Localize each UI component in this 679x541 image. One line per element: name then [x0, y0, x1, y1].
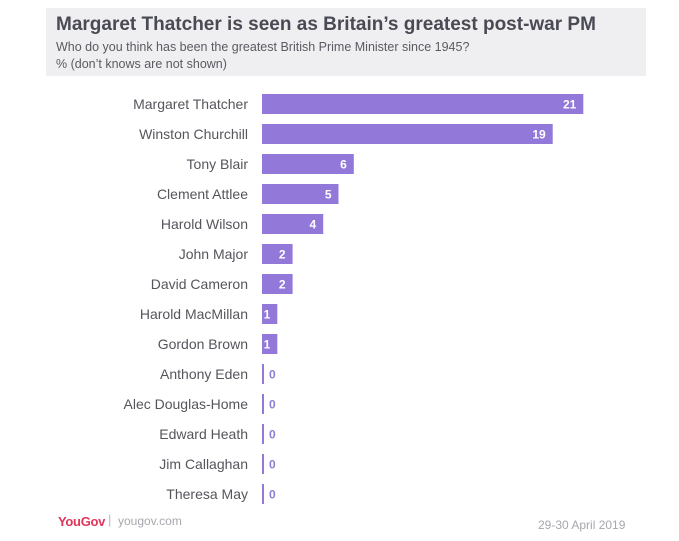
- value-label: 21: [563, 98, 577, 112]
- category-label: Harold Wilson: [161, 216, 248, 232]
- survey-date: 29-30 April 2019: [538, 518, 626, 532]
- value-label: 2: [279, 278, 286, 292]
- category-label: Harold MacMillan: [140, 306, 248, 322]
- value-label: 0: [269, 368, 276, 382]
- bar: [262, 484, 264, 504]
- category-label: David Cameron: [151, 276, 248, 292]
- chart-note: % (don’t knows are not shown): [56, 57, 227, 71]
- bar: [262, 214, 324, 234]
- category-label: Jim Callaghan: [159, 456, 248, 472]
- category-label: John Major: [179, 246, 249, 262]
- bar: [262, 454, 264, 474]
- bar: [262, 244, 293, 264]
- footer-separator: |: [108, 512, 112, 527]
- bar: [262, 424, 264, 444]
- value-label: 5: [325, 188, 332, 202]
- value-label: 0: [269, 398, 276, 412]
- bar: [262, 394, 264, 414]
- category-label: Tony Blair: [187, 156, 249, 172]
- chart-header: Margaret Thatcher is seen as Britain’s g…: [46, 8, 646, 76]
- value-label: 0: [269, 458, 276, 472]
- bar: [262, 334, 278, 354]
- chart-title: Margaret Thatcher is seen as Britain’s g…: [56, 14, 596, 35]
- bar: [262, 184, 339, 204]
- category-label: Alec Douglas-Home: [124, 396, 249, 412]
- chart-subtitle: Who do you think has been the greatest B…: [56, 40, 470, 54]
- bar: [262, 124, 553, 144]
- category-label: Anthony Eden: [160, 366, 248, 382]
- category-label: Gordon Brown: [158, 336, 248, 352]
- category-label: Edward Heath: [159, 426, 248, 442]
- bar: [262, 94, 584, 114]
- category-label: Theresa May: [166, 486, 248, 502]
- value-label: 0: [269, 428, 276, 442]
- bar: [262, 274, 293, 294]
- bar: [262, 364, 264, 384]
- value-label: 0: [269, 488, 276, 502]
- value-label: 1: [264, 308, 271, 322]
- bar: [262, 154, 354, 174]
- value-label: 19: [532, 128, 546, 142]
- category-label: Clement Attlee: [157, 186, 248, 202]
- value-label: 4: [310, 218, 317, 232]
- footer-url: yougov.com: [118, 514, 182, 528]
- category-label: Winston Churchill: [139, 126, 248, 142]
- category-label: Margaret Thatcher: [133, 96, 248, 112]
- value-label: 1: [264, 338, 271, 352]
- value-label: 6: [340, 158, 347, 172]
- yougov-logo: YouGov: [58, 514, 106, 529]
- value-label: 2: [279, 248, 286, 262]
- bar: [262, 304, 278, 324]
